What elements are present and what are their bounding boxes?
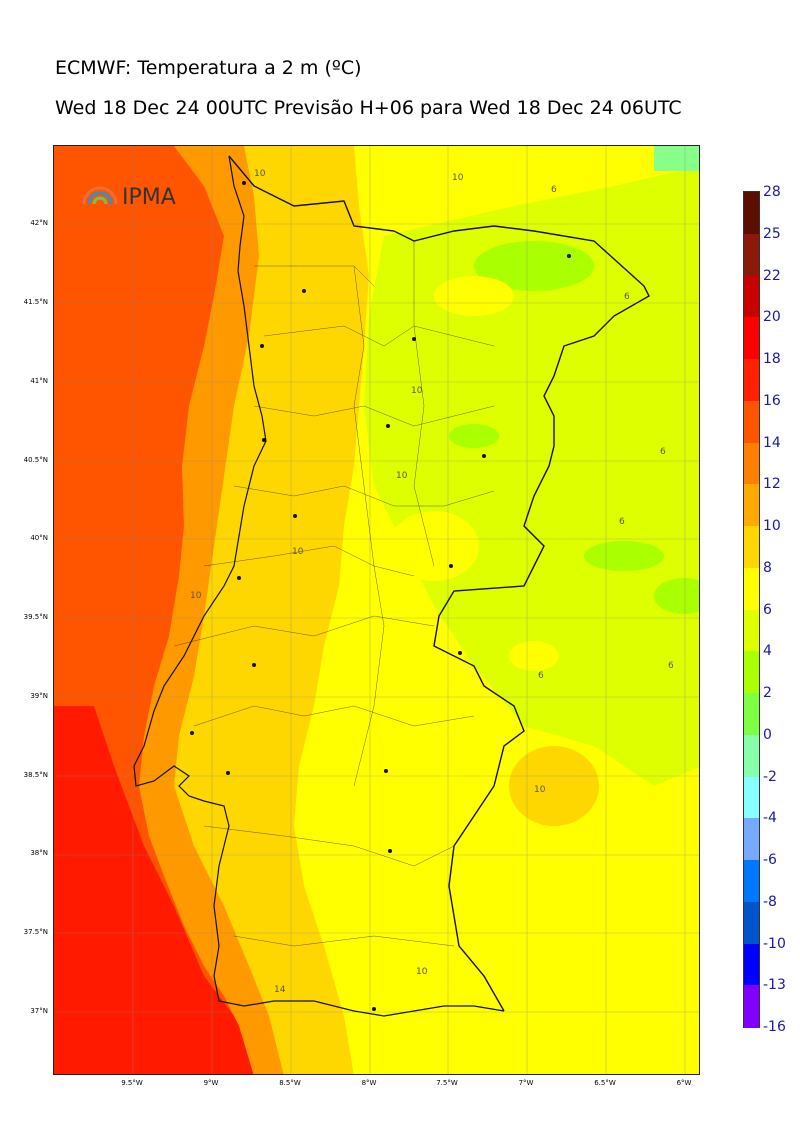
colorbar-segment (744, 400, 759, 443)
contour-label: 6 (624, 292, 630, 302)
warm-pocket (389, 511, 479, 581)
cold-patch (654, 146, 699, 171)
colorbar-label: 12 (763, 476, 781, 493)
colorbar-segment (744, 359, 759, 402)
border-line (228, 155, 650, 1012)
contour-label: 10 (254, 169, 266, 179)
colorbar-label: -16 (763, 1019, 786, 1035)
colorbar-label: 2 (763, 685, 772, 701)
colorbar-label: -4 (763, 810, 777, 827)
colorbar-segment (744, 734, 759, 777)
lat-label: 37.5°N (23, 928, 48, 936)
colorbar-label: 6 (763, 601, 772, 618)
lat-label: 38.5°N (23, 771, 48, 779)
cool-pocket (474, 241, 594, 291)
map-title: ECMWF: Temperatura a 2 m (ºC) (55, 57, 362, 79)
contour-label: 6 (668, 661, 674, 671)
lon-label: 9.5°W (121, 1079, 143, 1087)
colorbar-label: -8 (763, 893, 777, 910)
colorbar-label: -6 (763, 852, 777, 868)
colorbar-label: 8 (763, 559, 772, 576)
colorbar-segment (744, 526, 759, 569)
colorbar-segment (744, 943, 759, 986)
lon-label: 8°W (361, 1079, 377, 1087)
colorbar-segment (744, 985, 759, 1028)
ipma-logo: IPMA (82, 185, 176, 210)
lon-label: 6.5°W (594, 1079, 616, 1087)
colorbar-segment (744, 693, 759, 736)
contour-label: 10 (190, 591, 202, 601)
contour-label: 10 (396, 471, 408, 481)
colorbar-segment (744, 776, 759, 819)
contour-label: 6 (619, 517, 625, 527)
lat-label: 42°N (30, 219, 48, 227)
forecast-subtitle: Wed 18 Dec 24 00UTC Previsão H+06 para W… (55, 97, 682, 119)
city-markers (190, 181, 571, 1011)
colorbar-segment (744, 651, 759, 694)
contour-label: 10 (292, 547, 304, 557)
warm-pocket (434, 276, 514, 316)
cool-pocket (584, 541, 664, 571)
colorbar-segment (744, 818, 759, 861)
colorbar-segment (744, 860, 759, 903)
svg-text:IPMA: IPMA (122, 185, 176, 210)
lat-label: 41°N (30, 377, 48, 385)
contour-label: 6 (660, 447, 666, 457)
colorbar-segment (744, 609, 759, 652)
contour-label: 10 (416, 967, 428, 977)
colorbar-label: 14 (763, 434, 781, 451)
colorbar-label: -10 (763, 935, 786, 952)
lat-label: 41.5°N (23, 298, 48, 306)
colorbar (743, 191, 760, 1028)
lon-label: 6°W (676, 1079, 692, 1087)
lat-label: 40°N (30, 534, 48, 542)
lat-label: 37°N (30, 1007, 48, 1015)
lat-label: 39°N (30, 692, 48, 700)
colorbar-label: 22 (763, 267, 781, 284)
lon-label: 9°W (203, 1079, 219, 1087)
contour-label: 14 (274, 985, 286, 995)
colorbar-segment (744, 233, 759, 276)
colorbar-label: 28 (763, 184, 781, 200)
colorbar-label: 4 (763, 643, 772, 660)
colorbar-label: 25 (763, 225, 781, 242)
hot-sea-area (54, 706, 264, 1074)
coastline (133, 155, 505, 1017)
lon-label: 7°W (518, 1079, 534, 1087)
warm-pocket (509, 641, 559, 671)
lat-label: 39.5°N (23, 613, 48, 621)
colorbar-label: -2 (763, 768, 777, 785)
colorbar-segment (744, 275, 759, 318)
contour-label: 6 (538, 671, 544, 681)
colorbar-label: -13 (763, 977, 786, 994)
cool-pocket (449, 424, 499, 448)
colorbar-label: 0 (763, 726, 772, 743)
lat-label: 40.5°N (23, 456, 48, 464)
colorbar-segment (744, 192, 759, 235)
contour-label: 10 (452, 173, 464, 183)
colorbar-label: 20 (763, 309, 781, 326)
colorbar-label: 18 (763, 351, 781, 367)
colorbar-segment (744, 567, 759, 610)
colorbar-segment (744, 901, 759, 944)
colorbar-segment (744, 317, 759, 360)
lat-label: 38°N (30, 849, 48, 857)
contour-label: 10 (411, 386, 423, 396)
graticule (54, 146, 699, 1074)
temperature-map: 10 6 10 6 10 10 6 6 10 10 6 10 10 14 6 I… (53, 145, 700, 1075)
contour-label: 6 (551, 185, 557, 195)
lon-label: 7.5°W (436, 1079, 458, 1087)
district-boundaries (173, 241, 495, 947)
colorbar-label: 16 (763, 392, 781, 409)
colorbar-segment (744, 442, 759, 485)
contour-label: 10 (534, 785, 546, 795)
colorbar-segment (744, 484, 759, 527)
lon-label: 8.5°W (279, 1079, 301, 1087)
cool-pocket (654, 578, 699, 614)
warm-pocket (509, 746, 599, 826)
colorbar-label: 10 (763, 518, 781, 534)
